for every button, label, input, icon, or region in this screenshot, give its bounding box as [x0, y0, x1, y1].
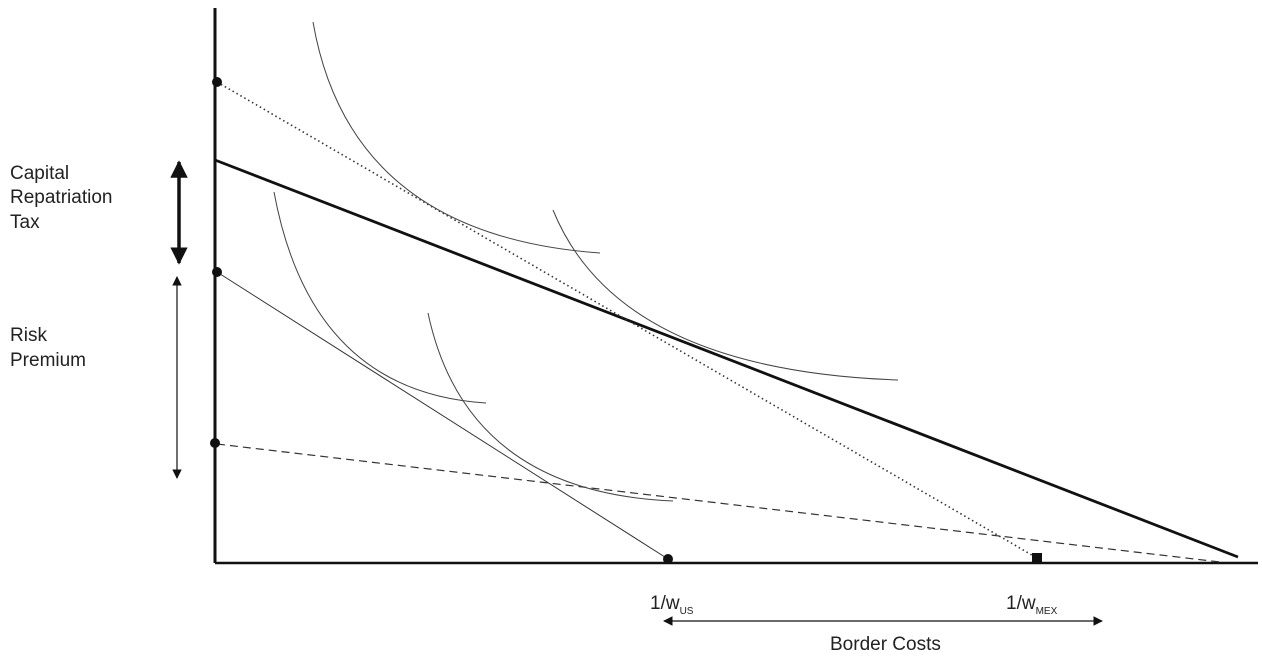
dotted-budget-line-mex: [216, 81, 1038, 559]
y-intercept-point-middle: [212, 267, 222, 277]
isoquant-curve-lower-left: [273, 191, 487, 404]
border-costs-label: Border Costs: [830, 634, 941, 655]
y-intercept-point-lower: [210, 438, 220, 448]
dashed-budget-line: [216, 443, 1221, 563]
capital-repatriation-tax-label-line3: Tax: [10, 212, 40, 233]
isoquant-curve-middle-right: [552, 209, 899, 381]
x-tick-label-mex-sub: MEX: [1036, 606, 1058, 617]
risk-premium-label-line1: Risk: [10, 325, 47, 346]
isoquant-curve-lower-right: [427, 312, 674, 502]
thin-budget-line-us: [216, 271, 669, 560]
isoquant-curve-top: [312, 21, 601, 254]
x-intercept-point-us: [663, 554, 673, 564]
x-tick-label-us: 1/wUS: [650, 593, 694, 617]
x-tick-label-us-main: 1/w: [650, 593, 680, 614]
x-tick-label-mex-main: 1/w: [1006, 593, 1036, 614]
x-intercept-point-mex: [1032, 553, 1042, 562]
x-tick-label-us-sub: US: [680, 606, 694, 617]
capital-repatriation-tax-label-line2: Repatriation: [10, 187, 112, 208]
y-intercept-point-top: [212, 77, 222, 87]
x-tick-label-mex: 1/wMEX: [1006, 593, 1058, 617]
capital-repatriation-tax-label-line1: Capital: [10, 163, 69, 184]
risk-premium-label-line2: Premium: [10, 350, 86, 371]
thick-budget-line: [214, 158, 1239, 559]
